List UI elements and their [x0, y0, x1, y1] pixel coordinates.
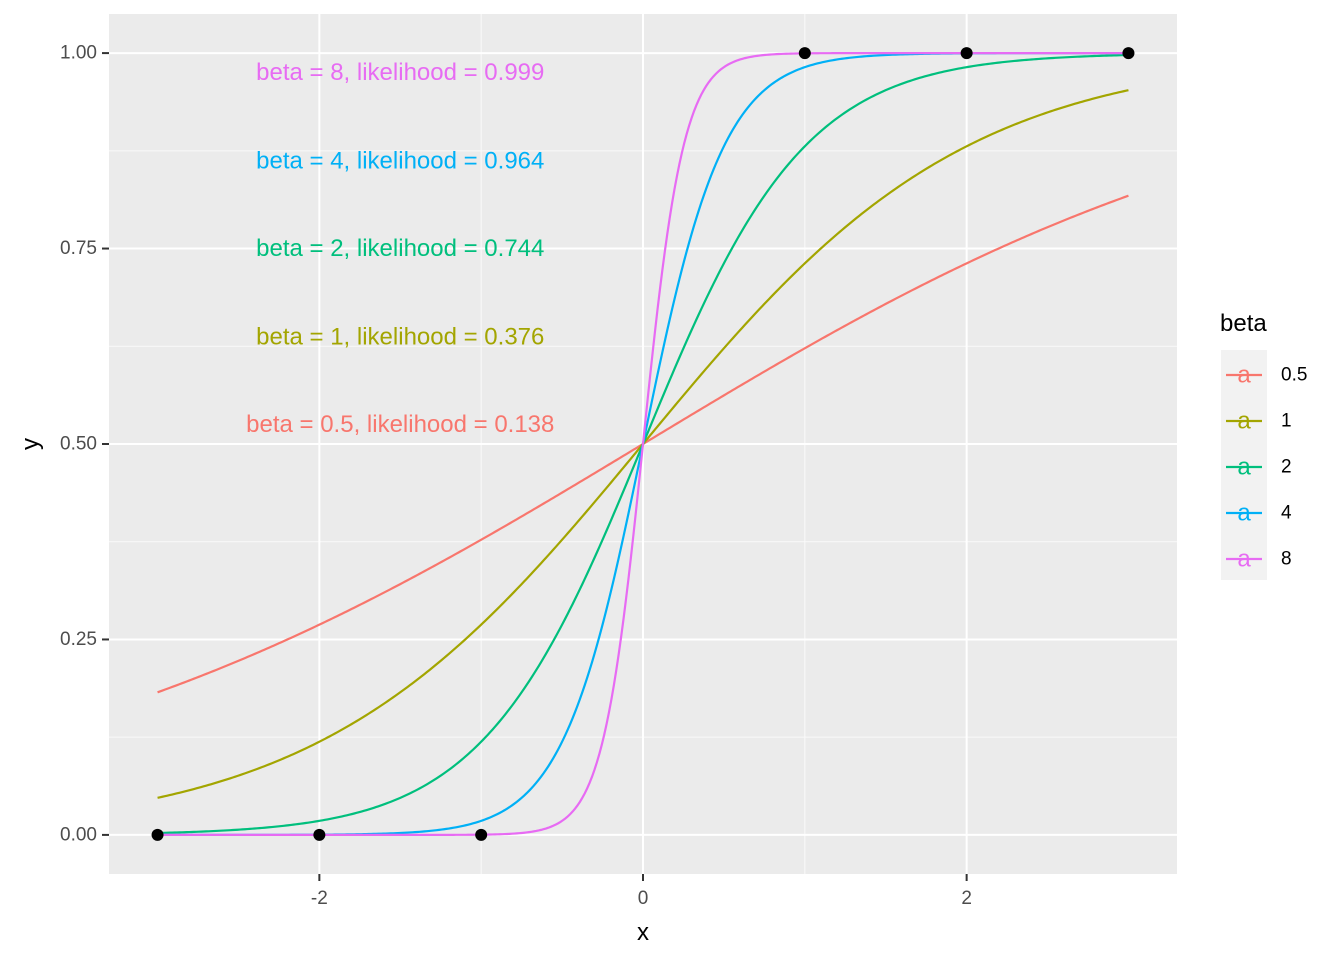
legend-key-glyph: a: [1237, 408, 1251, 435]
y-tick-label: 0.25: [60, 629, 97, 650]
x-tick-label: -2: [311, 888, 328, 909]
legend-label: 4: [1281, 503, 1292, 524]
legend-label: 0.5: [1281, 365, 1307, 386]
annotation-label: beta = 2, likelihood = 0.744: [256, 235, 544, 262]
data-point: [475, 828, 488, 841]
data-point: [1122, 47, 1135, 60]
legend-key-glyph: a: [1237, 546, 1251, 573]
legend: beta a 0.5 a 1 a 2 a 4 a 8: [1220, 310, 1307, 580]
x-tick-label: 2: [961, 888, 972, 909]
annotation-label: beta = 4, likelihood = 0.964: [256, 147, 544, 174]
legend-key-background: [1221, 350, 1267, 580]
legend-key-glyph: a: [1237, 454, 1251, 481]
y-axis-title: y: [17, 438, 44, 450]
x-tick-label: 0: [638, 888, 649, 909]
x-axis: -2 0 2: [311, 874, 972, 909]
y-tick-label: 0.50: [60, 434, 97, 455]
data-points: [151, 47, 1135, 841]
y-axis: 0.00 0.25 0.50 0.75 1.00: [60, 43, 109, 845]
legend-label: 1: [1281, 411, 1292, 432]
data-point: [960, 47, 973, 60]
x-axis-title: x: [637, 919, 649, 946]
y-tick-label: 1.00: [60, 43, 97, 64]
legend-key-glyph: a: [1237, 362, 1251, 389]
data-point: [798, 47, 811, 60]
legend-title: beta: [1220, 310, 1267, 337]
legend-label: 2: [1281, 457, 1292, 478]
y-tick-label: 0.00: [60, 824, 97, 845]
y-tick-label: 0.75: [60, 238, 97, 259]
annotation-label: beta = 1, likelihood = 0.376: [256, 323, 544, 350]
legend-entries: a 0.5 a 1 a 2 a 4 a 8: [1226, 362, 1307, 573]
data-point: [313, 828, 326, 841]
annotation-label: beta = 0.5, likelihood = 0.138: [246, 411, 554, 438]
legend-label: 8: [1281, 549, 1292, 570]
annotation-label: beta = 8, likelihood = 0.999: [256, 59, 544, 86]
annotations: beta = 8, likelihood = 0.999 beta = 4, li…: [246, 59, 554, 438]
legend-key-glyph: a: [1237, 500, 1251, 527]
data-point: [151, 828, 164, 841]
